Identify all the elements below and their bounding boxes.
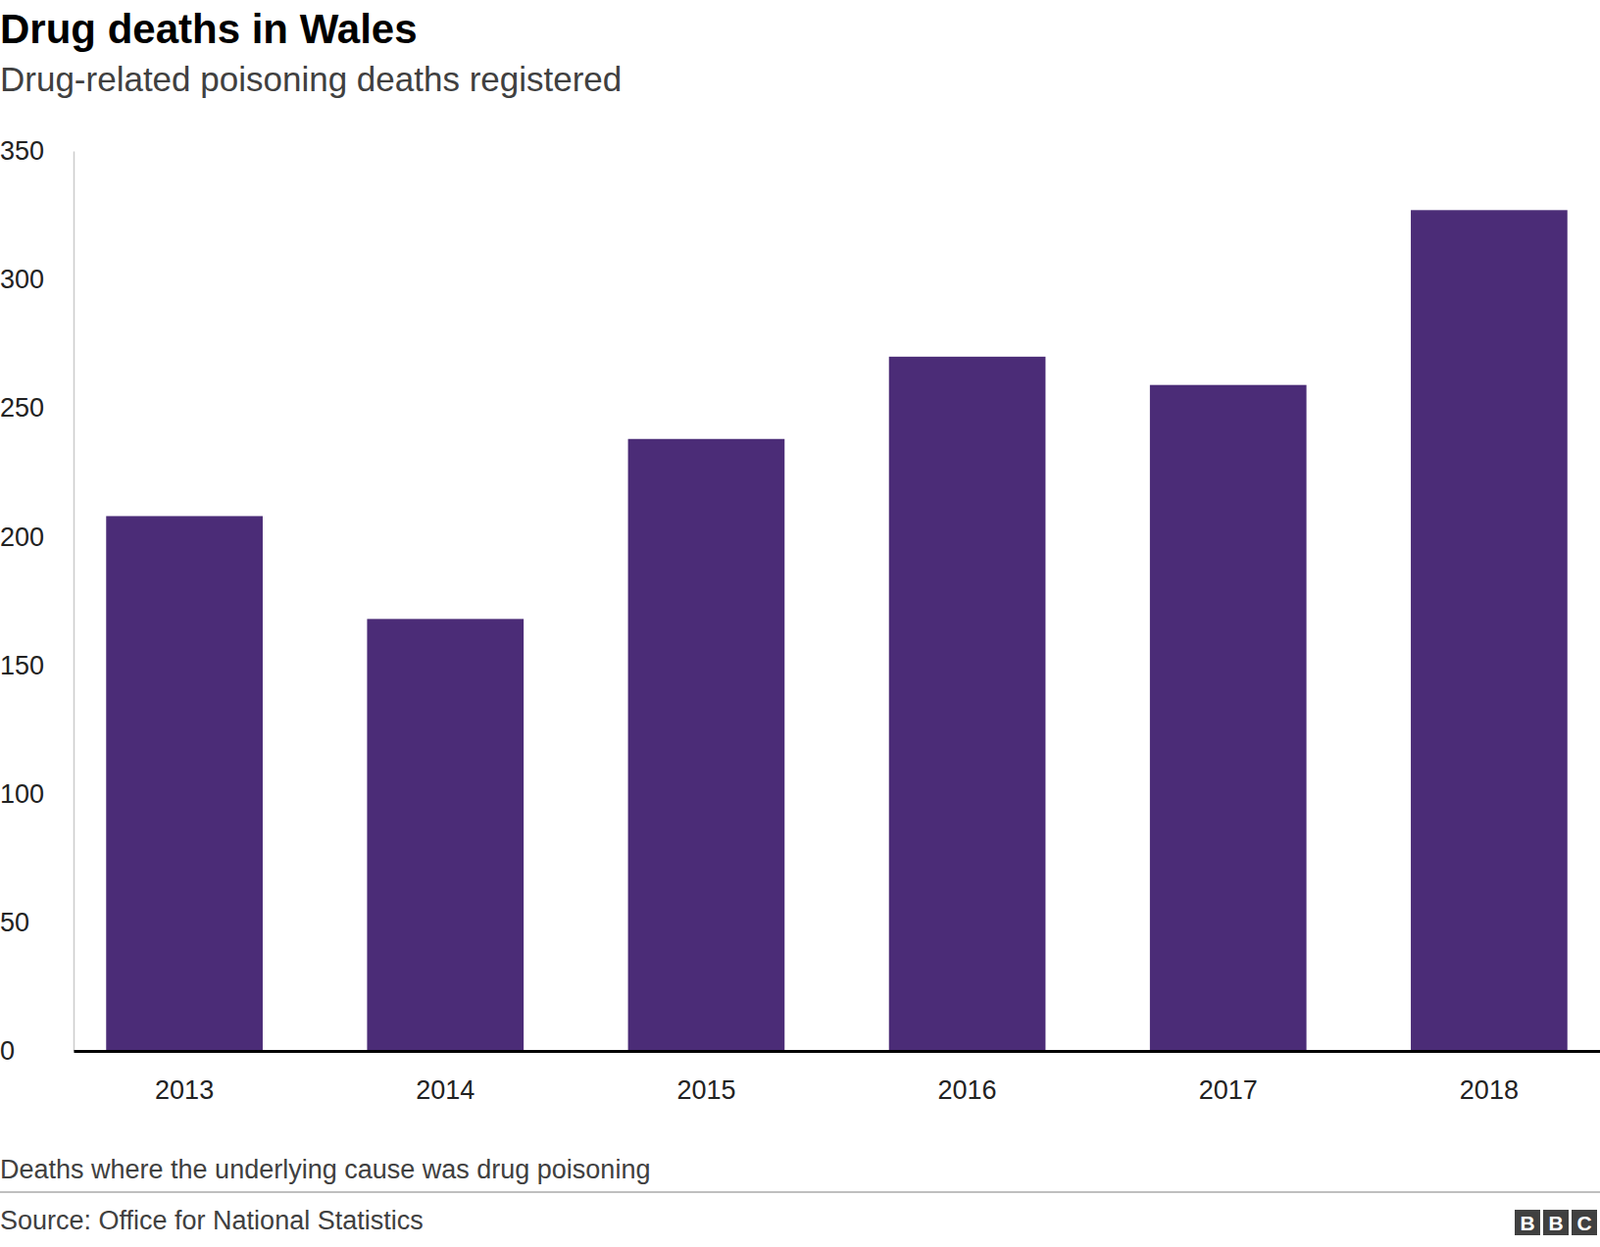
x-tick: 2015: [676, 1050, 736, 1105]
x-tick: 2013: [154, 1050, 214, 1105]
plot: 0501001502002503003502013201420152016201…: [0, 136, 1600, 1105]
y-axis-line: [73, 151, 76, 1052]
x-tick-label: 2015: [676, 1075, 736, 1105]
logo-letter: C: [1576, 1211, 1592, 1235]
y-axis: 0 50 100 150 200 250 300 350: [0, 136, 75, 1066]
x-axis-line: [74, 1050, 1600, 1053]
bar: [628, 439, 786, 1051]
y-tick-label: 250: [0, 393, 45, 423]
bar: [889, 356, 1047, 1051]
logo-text: BBC: [1519, 1211, 1592, 1235]
y-tick: 350: [0, 136, 74, 166]
title: Drug deaths in Wales: [0, 5, 418, 52]
y-tick-label: 350: [0, 136, 45, 166]
x-tick-label: 2017: [1199, 1075, 1258, 1105]
bar: [105, 515, 263, 1051]
y-tick: 200: [0, 522, 74, 552]
logo-box: [1543, 1209, 1569, 1236]
x-tick: 2014: [415, 1050, 475, 1105]
y-tick-label: 100: [0, 779, 45, 809]
logo-letter: B: [1519, 1211, 1535, 1235]
x-tick-label: 2013: [154, 1075, 214, 1105]
x-tick: 2018: [1459, 1050, 1519, 1105]
y-tick-label: 0: [0, 1036, 15, 1066]
source: Source: Office for National Statistics: [0, 1205, 424, 1236]
x-tick: 2016: [938, 1050, 998, 1105]
chart: Drug deaths in Wales Drug-related poisoni…: [0, 0, 1600, 1247]
note: Deaths where the underlying cause was dr…: [0, 1154, 650, 1185]
y-tick: 0: [0, 1036, 74, 1066]
y-tick-label: 200: [0, 522, 45, 552]
y-tick-label: 150: [0, 650, 45, 681]
x-tick-label: 2016: [938, 1075, 998, 1105]
x-tick: 2017: [1199, 1050, 1258, 1105]
y-tick: 300: [0, 264, 74, 295]
y-tick: 100: [0, 779, 74, 809]
logo-box: [1514, 1209, 1541, 1236]
logo-box: [1571, 1209, 1598, 1236]
bar: [366, 618, 524, 1051]
logo: BBC: [1514, 1209, 1598, 1236]
y-tick: 250: [0, 393, 74, 423]
x-axis: 2013 2014 2015 2016 2017 2018: [74, 1050, 1600, 1105]
bars: [105, 209, 1567, 1051]
y-tick-label: 50: [0, 907, 30, 938]
y-tick: 50: [0, 907, 74, 938]
bar: [1410, 209, 1568, 1051]
footer-rule: [0, 1191, 1600, 1194]
x-tick-label: 2014: [415, 1075, 475, 1105]
y-tick-label: 300: [0, 264, 45, 295]
subtitle: Drug-related poisoning deaths registered: [0, 59, 622, 99]
bar: [1150, 385, 1307, 1051]
x-tick-label: 2018: [1459, 1075, 1519, 1105]
logo-letter: B: [1548, 1211, 1563, 1235]
y-tick: 150: [0, 650, 74, 681]
